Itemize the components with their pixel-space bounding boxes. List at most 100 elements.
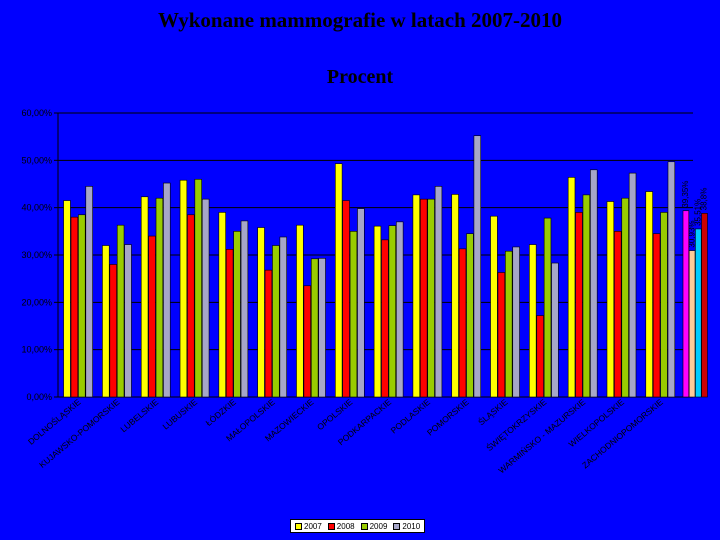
x-tick-label: POMORSKIE (425, 397, 471, 438)
legend-swatch (327, 522, 335, 530)
extra-bar (688, 250, 696, 398)
x-tick-label: LUBUSKIE (160, 397, 199, 432)
bar (667, 161, 676, 398)
y-tick-label: 20,00% (21, 297, 52, 307)
legend-item: 2007 (295, 522, 322, 531)
bar (303, 285, 311, 398)
bar (628, 172, 637, 398)
y-tick-label: 30,00% (21, 250, 52, 260)
bar (381, 239, 389, 398)
bar (257, 227, 265, 398)
bar (279, 236, 287, 398)
data-label: 35,51% (694, 199, 703, 226)
bar (388, 225, 397, 398)
x-tick-label: KUJAWSKO-POMORSKIE (37, 397, 122, 470)
legend-item: 2010 (393, 522, 420, 531)
bar (349, 231, 358, 398)
extra-bar (682, 210, 690, 398)
y-tick-label: 0,00% (26, 392, 52, 402)
bar (116, 224, 125, 398)
bar (318, 258, 326, 398)
bar (148, 235, 156, 398)
legend-swatch (360, 522, 368, 530)
legend-swatch (393, 522, 401, 530)
bar (240, 220, 249, 398)
x-tick-label: ZACHODNIOPOMORSKIE (580, 397, 665, 471)
bar (536, 315, 544, 398)
bar (233, 231, 241, 398)
bar (179, 179, 188, 398)
legend-item: 2008 (327, 521, 355, 531)
legend-label: 2009 (369, 521, 388, 531)
bar (529, 244, 537, 398)
bar (124, 244, 132, 398)
bar (412, 194, 421, 398)
bar (621, 197, 629, 398)
bar (373, 225, 382, 398)
bar (155, 197, 164, 398)
bar (109, 264, 117, 398)
chart-subtitle: Procent (326, 66, 394, 88)
bar (614, 231, 622, 398)
y-tick-label: 10,00% (21, 345, 52, 355)
bar (505, 250, 513, 398)
bar (420, 198, 428, 398)
y-tick-label: 40,00% (21, 203, 52, 213)
data-label: 38,8% (700, 188, 709, 211)
x-tick-label: OPOLSKIE (315, 397, 355, 433)
bar (163, 182, 171, 398)
bar (473, 135, 482, 398)
bar (660, 212, 668, 398)
bar (70, 216, 79, 398)
bar (78, 214, 86, 398)
bar (225, 249, 234, 398)
x-tick-label: ŁÓDZKIE (204, 397, 239, 428)
bar (543, 217, 552, 398)
extra-bar (701, 213, 708, 398)
bar (296, 224, 304, 398)
legend: 2007 2008 2009 2010 (290, 519, 426, 533)
data-label: 30,93% (687, 220, 696, 247)
bar (427, 198, 435, 398)
bar (85, 186, 93, 398)
legend-label: 2010 (402, 521, 421, 531)
bar (590, 169, 598, 398)
x-tick-label: ŚLĄSKIE (475, 396, 509, 427)
y-tick-label: 60,00% (21, 108, 52, 118)
legend-label: 2008 (336, 521, 355, 531)
extra-bar (695, 228, 702, 398)
bar (652, 233, 661, 398)
bar (551, 262, 559, 398)
bar (458, 248, 467, 398)
bar (310, 258, 319, 398)
bar (497, 272, 506, 398)
bars-layer (63, 135, 676, 398)
bar (466, 233, 474, 398)
bar (645, 191, 653, 398)
bar (194, 178, 202, 398)
bar (434, 186, 443, 398)
bar (102, 245, 110, 398)
bar (334, 163, 343, 398)
x-tick-label: LUBELSKIE (118, 397, 160, 435)
bar (187, 214, 195, 398)
bar (140, 196, 149, 398)
data-label: 39,35% (681, 181, 690, 208)
bar (582, 194, 591, 398)
bar (272, 245, 280, 398)
bar (451, 194, 459, 398)
bar (490, 215, 498, 398)
legend-item: 2009 (360, 521, 388, 531)
bar (218, 212, 226, 398)
bar (606, 201, 615, 398)
bar (357, 208, 365, 398)
bar (512, 246, 520, 398)
bar (575, 212, 583, 398)
bar (396, 221, 404, 398)
extra-bars-layer (682, 210, 708, 398)
bar (63, 200, 71, 398)
y-tick-label: 50,00% (21, 155, 52, 165)
bar (567, 177, 576, 398)
bar (342, 200, 350, 398)
